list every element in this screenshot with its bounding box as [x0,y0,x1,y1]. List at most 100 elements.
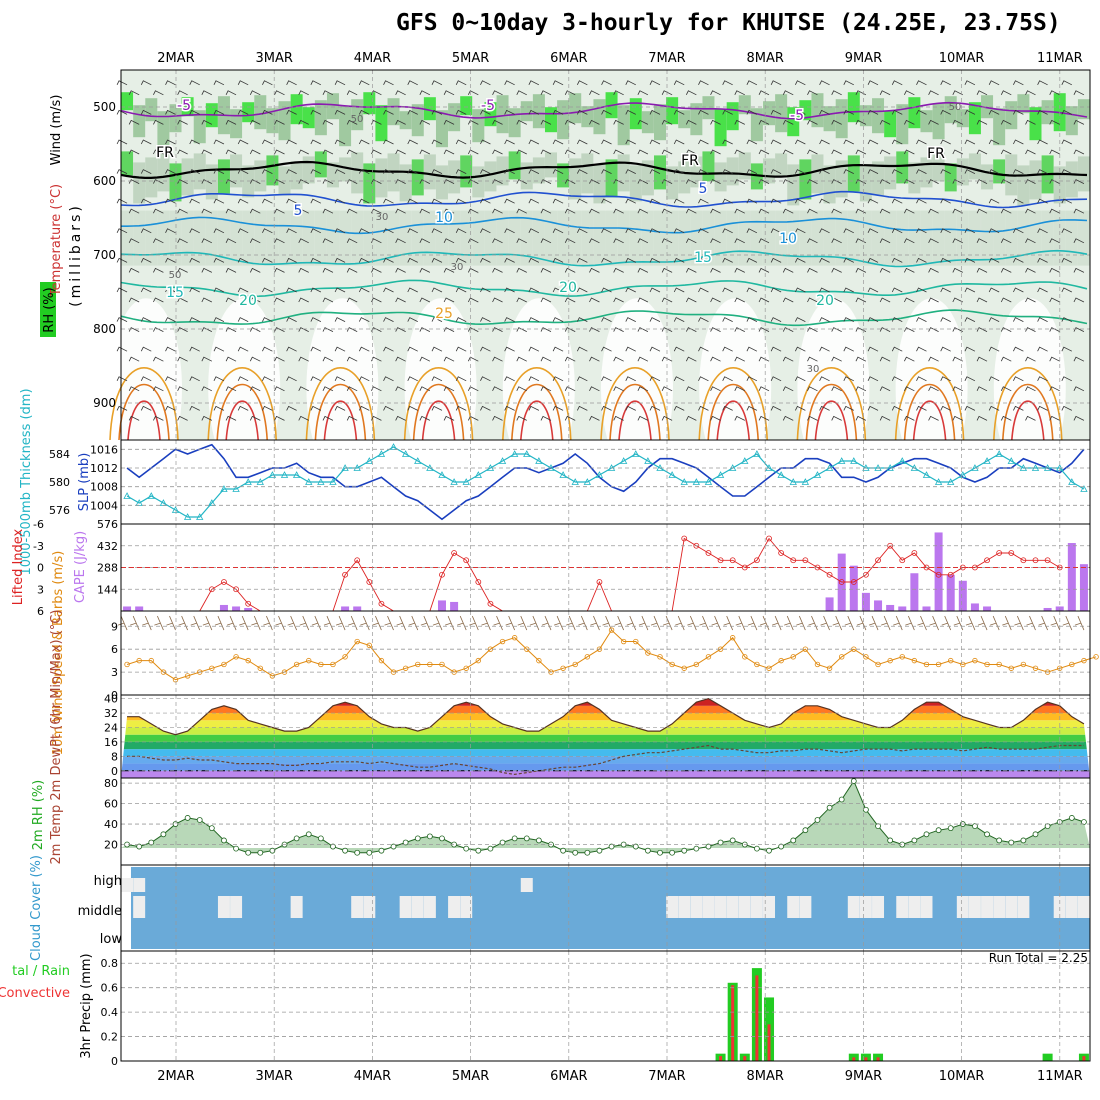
wind-barb [928,238,939,244]
wind-barb [225,356,237,362]
wind-barb [346,415,358,421]
wind-barb [794,405,806,411]
cape-bar [123,606,132,611]
wind-barb [431,257,443,263]
isotherm-label: 10 [435,210,453,226]
rh-shade-low [714,210,727,266]
rh2m-point [584,849,591,856]
wind-barb [976,149,988,155]
wind-barb [879,90,891,96]
wind-barb [879,415,891,421]
cloud-block-middle [799,896,812,918]
wind-barb [964,169,976,174]
wind-speed-point [742,654,748,660]
thickness-point [510,450,519,457]
rh-shade-low [678,210,691,266]
wind-barb [237,376,249,382]
temp-band [121,749,1090,757]
wind-barb [637,238,649,244]
rh2m-point [560,847,567,854]
rh-contour-label: 30 [376,212,389,223]
cloud-block-middle [1077,896,1090,918]
wind-speed-point [923,661,930,668]
wind-barb [758,297,770,303]
rh2m-point [330,843,336,850]
wind-barb [322,238,334,244]
rh-shade-upper [896,104,909,145]
wind-barb [201,327,213,332]
wind-barb [576,109,588,115]
rh-shade-upper [411,104,424,137]
wind-barb [589,297,600,303]
wind-barb [891,198,903,204]
wind-speed-point [293,661,300,668]
wind-barb [140,287,152,293]
wind-barb [673,198,685,204]
wind-barb [516,356,527,362]
rh-shade-upper [738,95,751,115]
rh-shade-upper [448,103,461,132]
wind-barb [431,228,443,234]
rh-shade-mid [290,161,303,190]
rh-shade-upper [787,107,800,137]
wind-barb [673,228,685,234]
wind-barb [613,208,624,214]
wind-speed-point [318,661,324,668]
wind-barb [564,386,576,392]
rh-shade-mid [641,160,654,196]
date-label-top: 3MAR [255,51,292,66]
wind10-barb [275,615,285,631]
thickness-point [813,471,822,478]
rh-shade-mid [399,164,412,202]
cloud-tick-label: low [100,932,123,947]
rh-shade-upper [666,97,679,125]
precip-legend-conv: Convective [0,986,70,1001]
wind-barb [819,287,830,293]
lifted-point [705,550,712,556]
wind-barb [637,267,649,273]
wind-barb [1000,238,1012,244]
wind-barb [673,346,685,352]
wind-speed-point [342,654,348,660]
rh-shade-upper [242,102,255,123]
wind-barb [189,228,200,234]
wind-barb [1037,80,1048,86]
wind-barb [673,109,685,115]
thickness-point [244,478,252,485]
wind-barb [916,80,927,86]
wind-barb [346,149,358,155]
cape-bar [219,604,228,611]
wind-barb [1013,109,1024,115]
wind-barb [831,415,842,421]
slp-series-line [126,443,1085,521]
wind-barb [540,415,552,421]
rh2m-tick-label: 40 [104,818,118,831]
wind-barb [928,90,939,96]
wind-barb [552,317,564,322]
thickness-point [523,450,531,457]
wind-barb [589,386,600,392]
lifted-point [378,600,385,607]
precip-total-bar [848,1053,859,1061]
wind-barb [819,346,830,352]
wind-barb [879,327,891,332]
rh-shade-low [290,210,303,266]
wind-barb [710,297,721,303]
thickness-point [801,478,810,485]
wind-barb [794,317,806,322]
ua-tick-label: 700 [93,248,116,262]
lifted-point [766,535,772,542]
wind-barb [710,179,721,184]
precip-tick-label: 0.8 [101,957,119,970]
lifted-point [935,571,942,578]
wind-barb [431,169,443,174]
wind-barb [576,317,588,322]
temp-bands [121,698,1090,778]
rh-shade-upper [847,92,860,123]
wind-barb [455,405,467,411]
wind-barb [189,287,200,293]
cape-bar [958,580,967,611]
wind-barb [1037,228,1048,234]
precip-conv-bar [731,985,735,1061]
wind-barb [661,149,673,155]
